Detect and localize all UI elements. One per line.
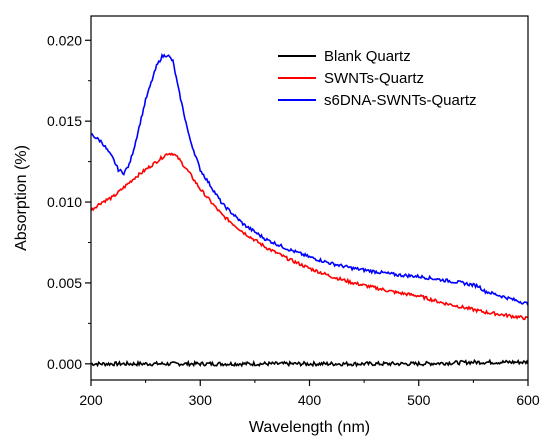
series-line-swnts-quartz — [90, 152, 529, 321]
y-tick-label: 0.010 — [47, 194, 82, 210]
x-axis-title: Wavelength (nm) — [249, 419, 370, 436]
ticks-layer: 200 300 400 500 600 0.000 0.005 0.010 0.015 0.020 — [47, 32, 540, 408]
x-tick-label: 200 — [79, 392, 103, 408]
y-axis-title: Absorption (%) — [13, 145, 30, 251]
x-tick-label: 600 — [516, 392, 540, 408]
series-line-s6dna-swnts-quartz — [90, 52, 529, 306]
y-tick-label: 0.020 — [47, 32, 82, 48]
series-line-blank-quartz — [90, 358, 529, 368]
series-layer — [90, 52, 529, 368]
legend-label: s6DNA-SWNTs-Quartz — [324, 92, 477, 109]
y-tick-label: 0.005 — [47, 275, 82, 291]
legend-label: Blank Quartz — [324, 48, 411, 65]
x-tick-label: 500 — [407, 392, 431, 408]
y-tick-label: 0.000 — [47, 356, 82, 372]
x-tick-label: 400 — [298, 392, 322, 408]
y-tick-label: 0.015 — [47, 113, 82, 129]
legend-label: SWNTs-Quartz — [324, 70, 424, 87]
legend: Blank Quartz SWNTs-Quartz s6DNA-SWNTs-Quar… — [278, 48, 477, 109]
plot-frame — [90, 15, 529, 381]
x-tick-label: 300 — [189, 392, 213, 408]
